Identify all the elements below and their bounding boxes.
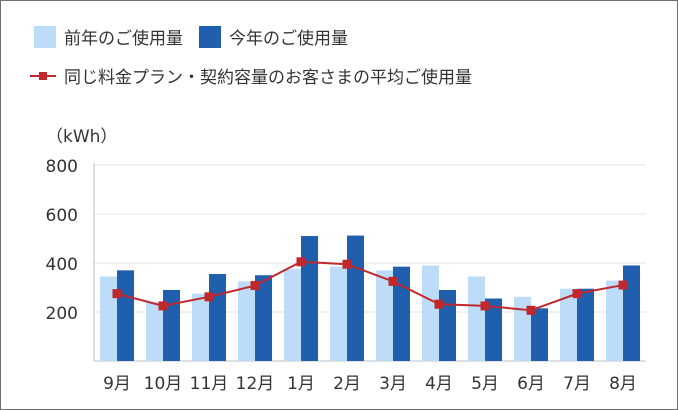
point-average — [434, 299, 444, 309]
x-tick-label: 8月 — [609, 374, 637, 394]
point-average — [480, 301, 490, 311]
point-average — [204, 292, 214, 302]
legend-label-this-year: 今年のご使用量 — [229, 29, 348, 49]
bar-this-year — [209, 274, 226, 361]
y-tick-label: 600 — [46, 206, 78, 226]
bar-prev-year — [376, 270, 393, 361]
x-tick-label: 3月 — [379, 374, 407, 394]
bar-prev-year — [284, 269, 301, 361]
y-tick-label: 200 — [46, 304, 78, 324]
legend-swatch-this-year — [199, 25, 221, 48]
x-tick-label: 2月 — [333, 374, 361, 394]
bar-this-year — [393, 266, 410, 361]
point-average — [296, 257, 306, 267]
point-average — [342, 259, 352, 269]
point-average — [158, 301, 168, 311]
legend-item-average: 同じ料金プラン・契約容量のお客さまの平均ご使用量 — [30, 63, 472, 88]
y-tick-label: 800 — [46, 157, 78, 177]
x-tick-label: 11月 — [190, 374, 229, 394]
x-tick-label: 1月 — [287, 374, 315, 394]
bar-prev-year — [238, 281, 255, 361]
point-average — [250, 281, 260, 291]
legend-swatch-prev-year — [34, 25, 56, 48]
bar-prev-year — [192, 293, 209, 361]
bar-this-year — [485, 298, 502, 361]
bar-this-year — [577, 288, 594, 361]
bar-prev-year — [422, 265, 439, 361]
y-axis-unit: （kWh） — [46, 127, 118, 147]
point-average — [388, 276, 398, 286]
legend-marker-average — [30, 70, 56, 82]
legend-item-prev-year: 前年のご使用量 — [34, 24, 183, 49]
x-tick-label: 12月 — [236, 374, 275, 394]
bar-this-year — [347, 235, 364, 361]
x-tick-label: 10月 — [144, 374, 183, 394]
bar-prev-year — [330, 266, 347, 361]
legend-line: 同じ料金プラン・契約容量のお客さまの平均ご使用量 — [30, 63, 488, 88]
legend-label-prev-year: 前年のご使用量 — [64, 29, 183, 49]
point-average — [526, 305, 536, 315]
y-tick-label: 400 — [46, 255, 78, 275]
bar-this-year — [301, 236, 318, 361]
bar-this-year — [531, 308, 548, 361]
legend-item-this-year: 今年のご使用量 — [199, 24, 348, 49]
bar-this-year — [255, 275, 272, 361]
bar-this-year — [623, 265, 640, 361]
bar-this-year — [117, 270, 134, 361]
x-tick-label: 6月 — [517, 374, 545, 394]
bar-this-year — [163, 289, 180, 361]
x-tick-label: 4月 — [425, 374, 453, 394]
bar-prev-year — [560, 288, 577, 361]
x-tick-label: 9月 — [103, 374, 131, 394]
series-line-average — [116, 260, 624, 312]
point-average — [572, 289, 582, 299]
bar-prev-year — [146, 302, 163, 361]
legend-bars: 前年のご使用量 今年のご使用量 — [34, 24, 364, 49]
bar-prev-year — [606, 280, 623, 361]
point-average — [618, 280, 628, 290]
legend-label-average: 同じ料金プラン・契約容量のお客さまの平均ご使用量 — [64, 68, 472, 88]
point-average — [112, 289, 122, 299]
x-tick-label: 7月 — [563, 374, 591, 394]
x-tick-label: 5月 — [471, 374, 499, 394]
bar-prev-year — [468, 276, 485, 361]
